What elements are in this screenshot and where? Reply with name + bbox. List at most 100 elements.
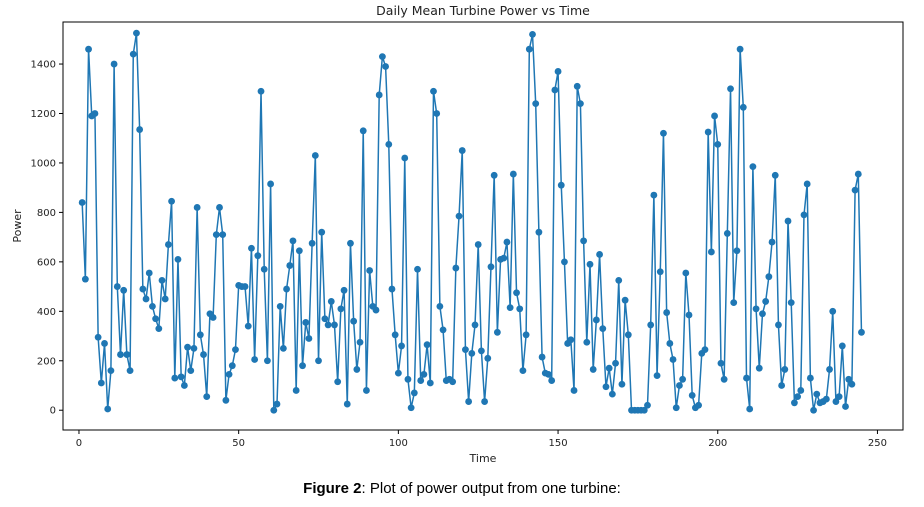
data-point — [241, 283, 249, 290]
data-point — [417, 377, 425, 384]
data-point — [583, 338, 591, 346]
data-point — [228, 362, 236, 370]
data-point — [155, 325, 163, 333]
x-tick-label: 0 — [76, 438, 82, 449]
figure-caption-label: Figure 2 — [303, 480, 362, 497]
data-point — [794, 393, 801, 401]
data-point — [525, 45, 533, 53]
data-point — [557, 181, 565, 189]
data-point — [602, 383, 610, 391]
data-point — [561, 258, 568, 266]
data-point — [382, 63, 389, 70]
data-point — [858, 328, 865, 336]
data-point — [273, 400, 281, 408]
data-point — [714, 141, 722, 148]
data-point — [91, 110, 99, 117]
data-point — [139, 285, 147, 293]
data-point — [739, 103, 747, 111]
data-point — [797, 387, 805, 394]
data-point — [545, 370, 552, 378]
data-point — [672, 404, 680, 412]
data-point — [350, 317, 358, 325]
data-point — [570, 387, 578, 394]
data-point — [254, 252, 262, 260]
data-point — [196, 331, 204, 339]
data-point — [225, 370, 233, 378]
data-point — [372, 306, 380, 314]
data-point — [276, 302, 284, 310]
data-point — [200, 351, 207, 358]
data-point — [471, 321, 479, 329]
data-point — [78, 199, 86, 206]
data-point — [315, 357, 322, 365]
data-point — [117, 351, 124, 358]
data-point — [679, 375, 687, 383]
data-point — [292, 387, 300, 394]
data-point — [334, 378, 342, 386]
data-point — [136, 126, 144, 133]
data-point — [490, 171, 498, 179]
data-point — [554, 68, 562, 75]
data-point — [430, 87, 437, 95]
data-point — [720, 375, 728, 383]
data-point — [375, 91, 383, 99]
y-tick-label: 0 — [50, 406, 56, 417]
data-point — [455, 212, 463, 220]
data-point — [707, 248, 715, 256]
data-point — [299, 362, 306, 370]
data-point — [308, 239, 316, 247]
data-point — [366, 267, 374, 274]
data-point — [436, 302, 444, 310]
data-point — [142, 295, 150, 303]
data-point — [174, 255, 182, 263]
data-point — [219, 231, 227, 239]
data-point — [842, 403, 849, 410]
data-point — [129, 50, 137, 58]
data-point — [640, 406, 648, 414]
data-point — [94, 333, 102, 341]
data-point — [481, 398, 488, 405]
data-point — [209, 314, 217, 321]
data-point — [347, 239, 354, 247]
data-point — [81, 275, 89, 283]
data-point — [289, 237, 297, 245]
data-point — [337, 305, 345, 313]
data-point — [615, 277, 623, 284]
data-point — [551, 86, 559, 94]
data-point — [212, 231, 220, 239]
data-point — [465, 398, 473, 405]
data-point — [733, 247, 741, 255]
data-point — [771, 171, 779, 179]
data-point — [749, 163, 757, 171]
data-point — [781, 366, 789, 373]
data-point — [407, 404, 415, 412]
y-tick-label: 1400 — [31, 60, 56, 71]
data-point — [426, 379, 434, 387]
data-point — [522, 331, 530, 339]
data-point — [787, 299, 795, 307]
data-point — [503, 238, 511, 246]
data-point — [752, 305, 760, 313]
data-point — [666, 340, 674, 347]
series-points — [78, 29, 865, 414]
data-point — [810, 406, 817, 414]
data-point — [605, 364, 613, 372]
data-point — [660, 129, 667, 137]
data-point — [439, 326, 447, 334]
data-point — [260, 265, 268, 273]
data-point — [755, 364, 763, 372]
data-point — [685, 311, 693, 319]
data-point — [813, 390, 821, 398]
data-point — [835, 393, 843, 401]
data-point — [251, 356, 259, 363]
data-point — [158, 277, 166, 284]
data-point — [669, 356, 677, 363]
data-point — [806, 374, 814, 382]
data-point — [589, 366, 597, 373]
x-tick-label: 100 — [389, 438, 408, 449]
data-point — [621, 296, 629, 304]
data-point — [359, 127, 367, 135]
data-point — [340, 286, 348, 294]
data-point — [356, 338, 364, 346]
data-point — [165, 241, 172, 248]
